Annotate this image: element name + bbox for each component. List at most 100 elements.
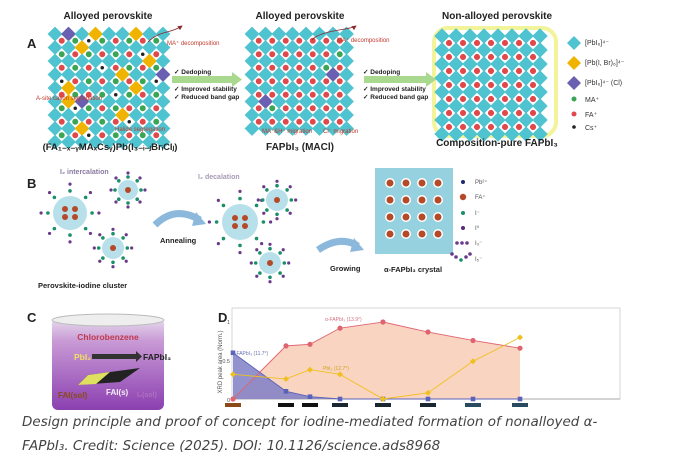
octahedron bbox=[532, 84, 548, 100]
cation bbox=[154, 79, 159, 84]
series-label-pbi2: PbI₂ (12.7°) bbox=[323, 366, 349, 372]
octahedron bbox=[504, 84, 520, 100]
cation bbox=[139, 118, 146, 125]
octahedron bbox=[285, 94, 300, 109]
iodide bbox=[83, 226, 88, 231]
cation bbox=[445, 109, 453, 117]
octahedron bbox=[271, 53, 287, 69]
cation bbox=[282, 105, 289, 112]
iodine bbox=[111, 265, 115, 269]
pb-dot-icon bbox=[461, 180, 465, 184]
iodine bbox=[126, 205, 130, 209]
iodine bbox=[98, 259, 102, 263]
y-tick-0-5: 0.5 bbox=[222, 359, 230, 365]
cation bbox=[296, 118, 303, 125]
fa-cation bbox=[242, 223, 248, 229]
iodine bbox=[262, 211, 266, 215]
cation bbox=[58, 37, 65, 44]
label-growing: Growing bbox=[330, 264, 361, 273]
octahedron bbox=[155, 40, 171, 55]
octahedron bbox=[115, 26, 130, 42]
iodide bbox=[258, 251, 262, 255]
octahedron bbox=[532, 42, 548, 58]
cation bbox=[501, 39, 509, 47]
panel-a: A Alloyed perovskite Alloyed perovskite … bbox=[27, 11, 625, 153]
octahedron bbox=[434, 70, 450, 86]
cation bbox=[139, 37, 146, 44]
octahedron bbox=[490, 84, 506, 100]
iodine bbox=[294, 198, 298, 202]
octahedron bbox=[285, 80, 300, 96]
octahedron bbox=[142, 107, 157, 123]
octahedron bbox=[476, 84, 492, 100]
octahedron bbox=[298, 121, 314, 136]
cation bbox=[459, 81, 467, 89]
cation bbox=[501, 67, 509, 75]
cation bbox=[126, 105, 133, 112]
octahedron bbox=[285, 40, 300, 55]
cation bbox=[85, 118, 92, 125]
octahedron bbox=[74, 80, 90, 96]
sample-swatch bbox=[420, 403, 436, 407]
iodide bbox=[135, 197, 139, 201]
octahedron bbox=[339, 94, 354, 109]
series-line bbox=[232, 321, 521, 400]
octahedron bbox=[532, 112, 548, 128]
cation bbox=[487, 95, 495, 103]
sample-swatch bbox=[512, 403, 528, 407]
iodide bbox=[68, 233, 72, 237]
cation bbox=[459, 53, 467, 61]
octahedron bbox=[298, 107, 314, 123]
legend-pbibr6: [Pb(I, Br)₆]⁴⁻ bbox=[585, 60, 625, 67]
octahedron bbox=[244, 53, 260, 69]
iodide bbox=[282, 261, 287, 265]
octahedron bbox=[258, 107, 273, 123]
legend-a: [PbI₆]⁴⁻ [Pb(I, Br)₆]⁴⁻ [PbI₆]⁴⁻ (Cl) MA… bbox=[567, 36, 625, 132]
sample-swatch bbox=[332, 403, 348, 407]
iodine bbox=[126, 171, 130, 175]
cation bbox=[487, 53, 495, 61]
cation bbox=[72, 64, 79, 71]
octahedron bbox=[434, 84, 450, 100]
cation bbox=[309, 64, 316, 71]
data-point-pbi2 bbox=[307, 366, 313, 373]
legend-pbi6-cl: [PbI₆]⁴⁻ (Cl) bbox=[585, 80, 622, 87]
octahedron bbox=[490, 56, 506, 72]
panel-c-label: C bbox=[27, 310, 37, 325]
octahedron bbox=[47, 107, 63, 123]
iodine bbox=[92, 246, 96, 250]
octahedron bbox=[115, 107, 130, 123]
decomposition-arrow bbox=[147, 25, 183, 43]
iodide bbox=[90, 211, 94, 215]
octahedron bbox=[325, 80, 341, 96]
iodide bbox=[275, 183, 279, 188]
octahedron bbox=[142, 67, 157, 82]
data-point-delta bbox=[425, 396, 431, 402]
lattice-alloyed bbox=[47, 26, 171, 150]
octahedron bbox=[115, 53, 130, 69]
octahedron bbox=[518, 70, 534, 86]
cation bbox=[153, 132, 160, 139]
cation bbox=[529, 67, 537, 75]
iodide bbox=[278, 271, 282, 275]
iodine bbox=[39, 211, 43, 215]
iodine bbox=[124, 259, 128, 263]
octahedron bbox=[325, 121, 341, 136]
octahedron bbox=[61, 67, 76, 82]
label-crystal: α-FAPbI₃ crystal bbox=[384, 265, 442, 274]
cation bbox=[309, 118, 316, 125]
cation bbox=[459, 39, 467, 47]
cation bbox=[72, 91, 79, 98]
cation bbox=[323, 105, 330, 112]
cation bbox=[445, 39, 453, 47]
iodide bbox=[254, 236, 259, 241]
benefit-stability: ✓ Improved stability bbox=[174, 86, 237, 93]
series-line bbox=[232, 336, 521, 400]
label-fapbi3: FAPbI₃ bbox=[143, 352, 171, 362]
iodide bbox=[101, 236, 105, 240]
octahedron bbox=[462, 84, 478, 100]
octahedron bbox=[271, 40, 287, 55]
cation bbox=[529, 109, 537, 117]
cation bbox=[473, 39, 481, 47]
cation bbox=[487, 109, 495, 117]
